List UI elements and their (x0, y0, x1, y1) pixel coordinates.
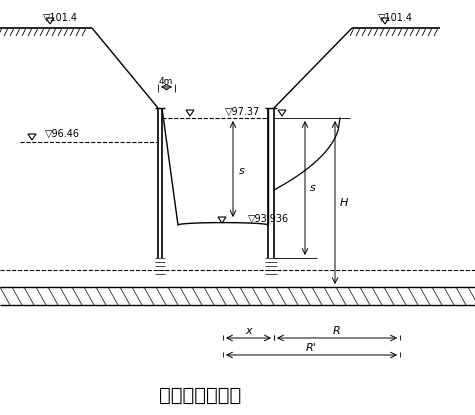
Text: s: s (310, 183, 316, 193)
Text: ▽96.46: ▽96.46 (45, 129, 80, 139)
Text: ▽97.37: ▽97.37 (225, 107, 260, 117)
Text: ▽101.4: ▽101.4 (42, 13, 77, 23)
Text: 涌水量计算简图: 涌水量计算简图 (159, 386, 241, 405)
Text: x: x (245, 326, 252, 336)
Text: 4m: 4m (159, 78, 173, 86)
Text: R': R' (306, 343, 317, 353)
Text: ▽93.936: ▽93.936 (248, 214, 289, 224)
Text: s: s (239, 166, 245, 176)
Text: ▽101.4: ▽101.4 (378, 13, 412, 23)
Text: H: H (340, 198, 348, 208)
Text: R: R (333, 326, 341, 336)
